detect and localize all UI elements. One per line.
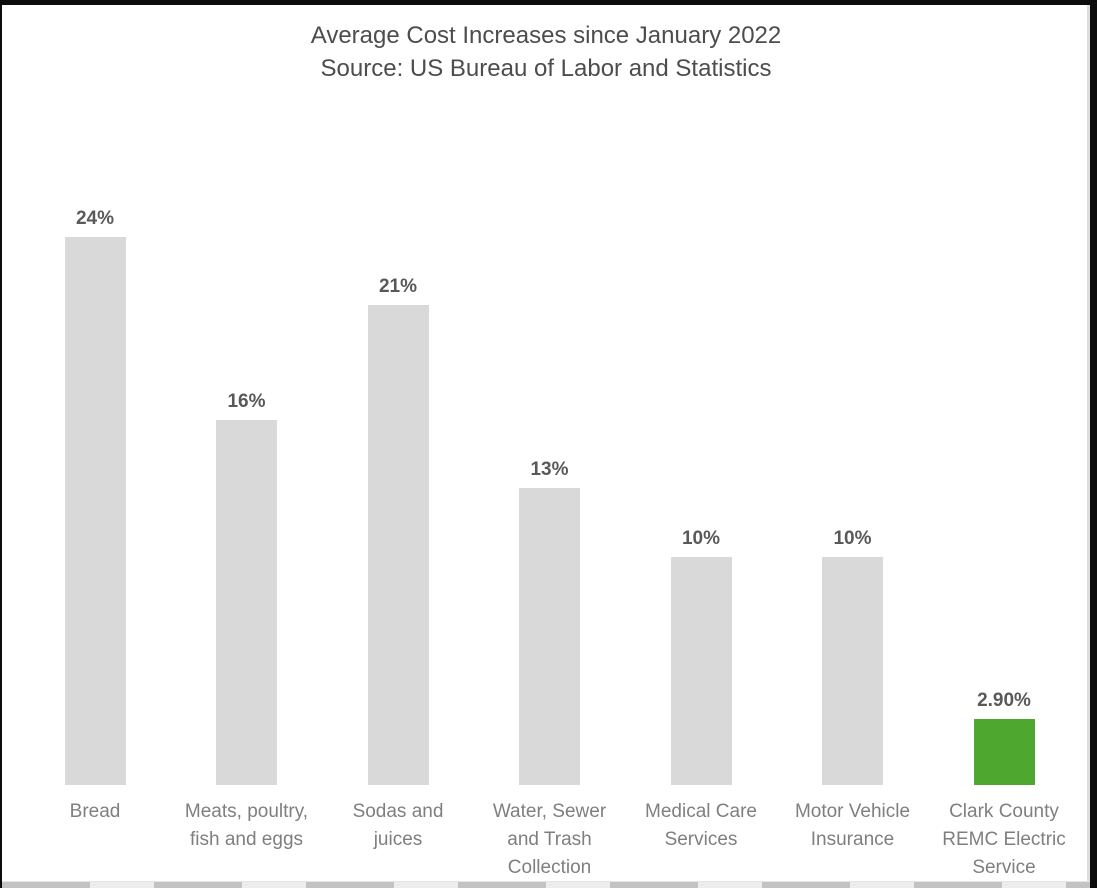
category-label: Meats, poultry, fish and eggs bbox=[184, 801, 309, 850]
bar-value-label: 10% bbox=[833, 528, 872, 549]
bar bbox=[973, 719, 1035, 785]
bar-value-label: 21% bbox=[378, 276, 418, 297]
bar-value-label: 16% bbox=[227, 391, 266, 412]
bar bbox=[64, 237, 126, 785]
title-block: Average Cost Increases since January 202… bbox=[2, 19, 1090, 85]
right-inner-line bbox=[1087, 5, 1090, 888]
bar-chart-plot-area: 24% Bread 16% Meats, poultry, fish and eggs… bbox=[2, 5, 1090, 888]
bar bbox=[519, 488, 580, 785]
category-label: Sodas and juices bbox=[352, 801, 444, 850]
bar-value-label: 13% bbox=[530, 459, 569, 480]
chart-subtitle: Source: US Bureau of Labor and Statistic… bbox=[320, 55, 772, 82]
category-label: Water, Sewer and Trash Collection bbox=[492, 801, 607, 878]
bottom-edge-strip bbox=[2, 881, 1090, 888]
bar bbox=[670, 557, 732, 785]
category-label: Bread bbox=[69, 801, 121, 822]
category-label: Motor Vehicle Insurance bbox=[794, 801, 911, 850]
bar bbox=[822, 557, 883, 785]
bar bbox=[367, 305, 429, 785]
bar bbox=[216, 420, 277, 785]
category-label: Medical Care Services bbox=[645, 801, 757, 850]
bar-value-label: 24% bbox=[75, 208, 115, 229]
bar-value-label: 2.90% bbox=[977, 690, 1031, 711]
category-label: Clark County REMC Electric Service bbox=[942, 801, 1066, 878]
bar-value-label: 10% bbox=[681, 528, 721, 549]
chart-title: Average Cost Increases since January 202… bbox=[310, 22, 782, 49]
